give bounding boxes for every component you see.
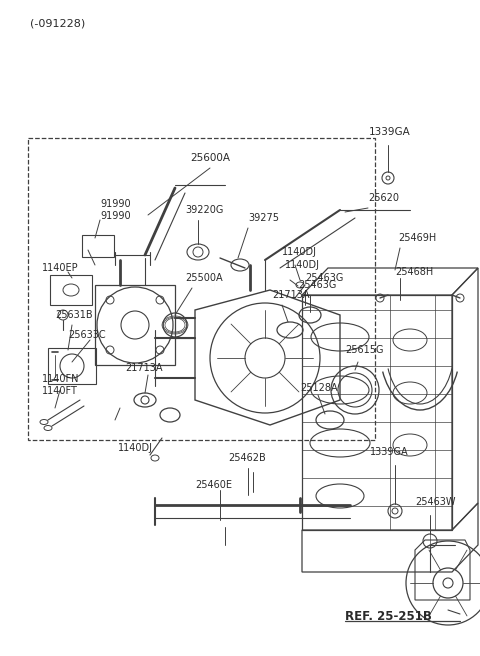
Text: 1140EP: 1140EP [42,263,79,273]
Text: 25615G: 25615G [345,345,384,355]
Text: 25633C: 25633C [68,330,106,340]
Text: 25463G: 25463G [298,280,336,290]
Text: 39275: 39275 [248,213,279,223]
Text: 25469H: 25469H [398,233,436,243]
Text: 25462B: 25462B [228,453,266,463]
Bar [48,348,96,384]
Text: 21713A: 21713A [272,290,310,300]
Text: 91990
91990: 91990 91990 [100,199,131,221]
Text: 1339GA: 1339GA [370,447,408,457]
Text: 39220G: 39220G [185,205,223,215]
Text: 25600A: 25600A [190,153,230,163]
Bar [82,235,114,257]
Text: 25631B: 25631B [55,310,93,320]
Text: 25468H: 25468H [395,267,433,277]
Text: 25463G: 25463G [305,273,343,283]
Text: 1140DJ: 1140DJ [118,443,153,453]
Bar [50,275,92,305]
Text: 25500A: 25500A [185,273,223,283]
Text: 25460E: 25460E [195,480,232,490]
Text: 1140FN
1140FT: 1140FN 1140FT [42,374,80,396]
Text: 25620: 25620 [368,193,399,203]
Text: 1140DJ: 1140DJ [285,260,320,270]
Bar [28,138,375,440]
Text: 1339GA: 1339GA [369,127,411,137]
Text: 25128A: 25128A [300,383,337,393]
Text: 1140DJ: 1140DJ [282,247,317,257]
Text: REF. 25-251B: REF. 25-251B [345,609,432,623]
Text: 21713A: 21713A [125,363,163,373]
Text: 25463W: 25463W [415,497,456,507]
Text: (-091228): (-091228) [30,18,85,28]
